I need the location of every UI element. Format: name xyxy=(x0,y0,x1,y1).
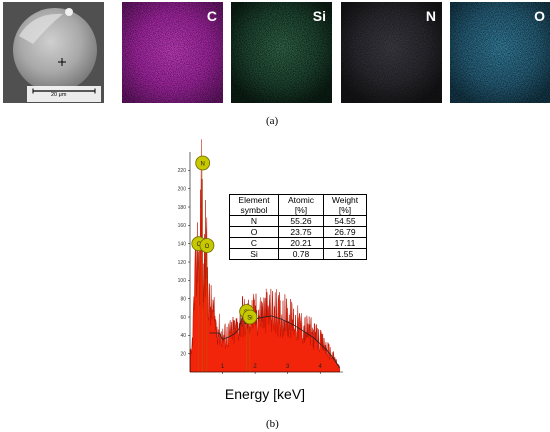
y-tick-label: 180 xyxy=(178,205,187,211)
header-element-line1: Element xyxy=(238,195,270,205)
map-label-o: O xyxy=(534,8,545,24)
scale-bar-label: 20 μm xyxy=(51,92,67,98)
header-weight: Weight [%] xyxy=(323,194,367,216)
y-tick-label: 120 xyxy=(178,260,187,266)
cell-atomic: 23.75 xyxy=(278,226,324,238)
cell-atomic: 20.21 xyxy=(278,237,324,249)
element-map-n: N xyxy=(341,2,442,103)
background-fit-line xyxy=(209,315,341,369)
map-label-n: N xyxy=(425,8,436,24)
y-tick-label: 100 xyxy=(178,278,187,284)
header-element: Element symbol xyxy=(229,194,279,216)
peak-label: C xyxy=(197,242,202,248)
y-tick-label: 220 xyxy=(178,168,187,174)
cell-atomic: 55.26 xyxy=(278,215,324,227)
caption-b: (b) xyxy=(266,418,279,430)
peak-marker xyxy=(195,155,211,171)
header-weight-line1: Weight xyxy=(331,195,359,205)
map-label-si: Si xyxy=(312,8,326,24)
cell-weight: 54.55 xyxy=(323,215,367,227)
y-tick-label: 20 xyxy=(180,351,186,357)
y-tick-label: 60 xyxy=(180,315,186,321)
peak-label: O xyxy=(205,244,210,250)
peak-marker xyxy=(242,309,258,325)
table-row: Si 0.78 1.55 xyxy=(229,248,367,260)
header-atomic-line2: [%] xyxy=(294,205,308,215)
table-row: C 20.21 17.11 xyxy=(229,237,367,249)
x-tick-label: 1 xyxy=(221,364,225,370)
x-tick-label: 3 xyxy=(286,364,290,370)
table-row: O 23.75 26.79 xyxy=(229,226,367,238)
peak-marker xyxy=(199,238,215,253)
header-element-line2: symbol xyxy=(240,205,268,215)
y-tick-label: 140 xyxy=(178,241,187,247)
x-axis-title: Energy [keV] xyxy=(224,386,306,402)
cell-element: C xyxy=(229,237,279,249)
cell-element: N xyxy=(229,215,279,227)
caption-a: (a) xyxy=(266,115,279,127)
cell-element: Si xyxy=(229,248,279,260)
sem-image: 20 μm xyxy=(3,2,104,103)
cell-atomic: 0.78 xyxy=(278,248,324,260)
header-atomic: Atomic [%] xyxy=(278,194,324,216)
element-map-o: O xyxy=(450,2,550,103)
eds-spectrum-chart: 204060801001201401601802002201234NCOSiSi xyxy=(178,139,343,374)
peak-label: Si xyxy=(247,315,252,321)
cell-element: O xyxy=(229,226,279,238)
element-map-si: Si xyxy=(231,2,332,103)
spectrum-fill xyxy=(189,139,341,373)
y-tick-label: 40 xyxy=(180,333,186,339)
y-tick-label: 200 xyxy=(178,186,187,192)
x-tick-label: 2 xyxy=(253,364,257,370)
table-row: N 55.26 54.55 xyxy=(229,215,367,227)
cell-weight: 1.55 xyxy=(323,248,367,260)
cell-weight: 26.79 xyxy=(323,226,367,238)
cell-weight: 17.11 xyxy=(323,237,367,249)
map-label-c: C xyxy=(206,8,217,24)
header-atomic-line1: Atomic xyxy=(288,195,314,205)
y-tick-label: 160 xyxy=(178,223,187,229)
header-weight-line2: [%] xyxy=(338,205,352,215)
peak-label: N xyxy=(201,161,205,167)
x-tick-label: 4 xyxy=(319,364,323,370)
table-header-row: Element symbol Atomic [%] Weight [%] xyxy=(229,194,367,216)
composition-table: Element symbol Atomic [%] Weight [%] N 55.2… xyxy=(229,194,367,260)
y-tick-label: 80 xyxy=(180,296,186,302)
element-map-c: C xyxy=(122,2,223,103)
